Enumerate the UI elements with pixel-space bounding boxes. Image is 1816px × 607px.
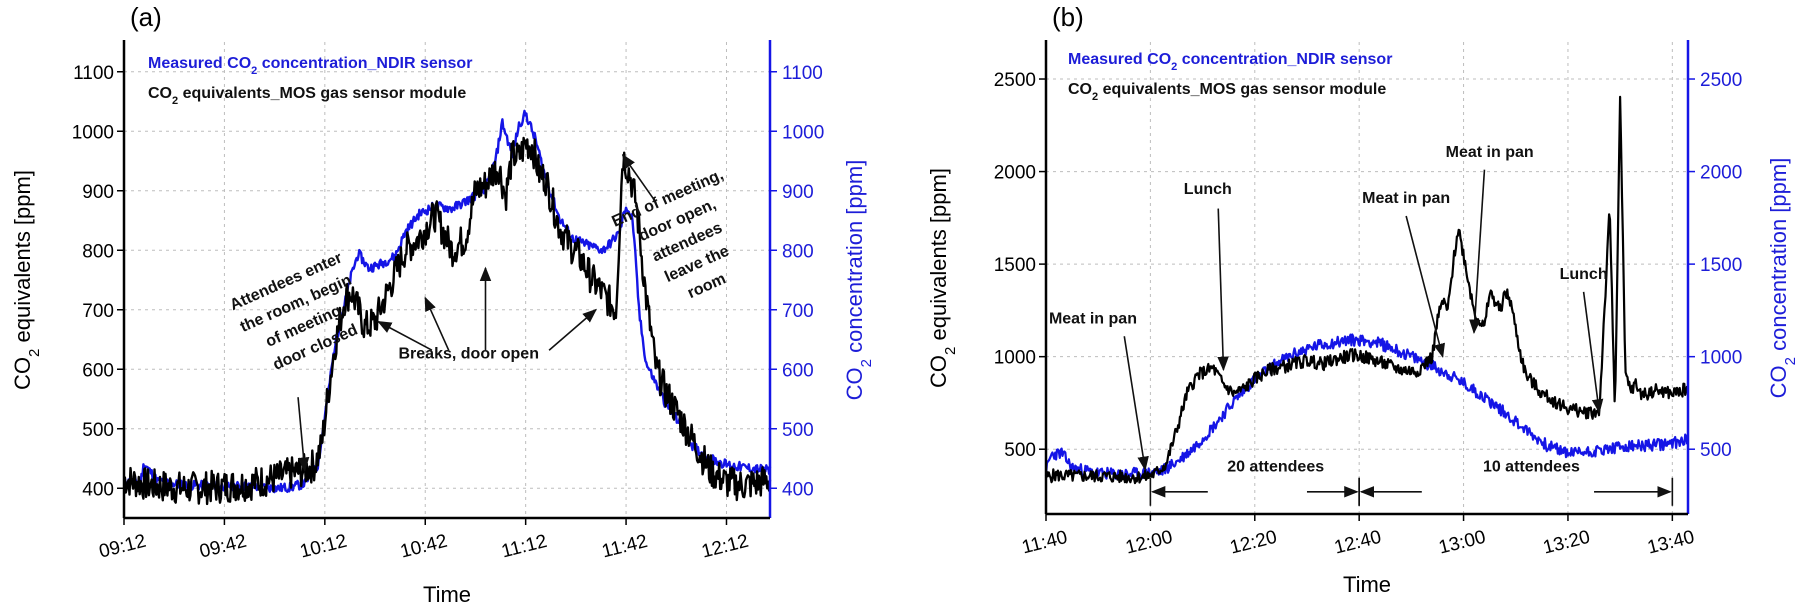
x-tick-label: 12:40	[1332, 527, 1383, 559]
y-axis-title-left: CO2 equivalents [ppm]	[926, 168, 959, 388]
series-line-mos	[122, 136, 772, 506]
y-tick-label-right: 2000	[1700, 163, 1742, 184]
y-tick-label-right: 2500	[1700, 70, 1742, 91]
y-tick-label-left: 900	[82, 182, 114, 203]
y-tick-label-right: 1000	[1700, 348, 1742, 369]
y-tick-label-right: 700	[782, 301, 814, 322]
legend-entry-mos: CO2 equivalents_MOS gas sensor module	[1068, 81, 1386, 103]
y-tick-label-right: 1500	[1700, 255, 1742, 276]
legend-entry-ndir: Measured CO2 concentration_NDIR sensor	[148, 55, 472, 77]
annotation-arrow	[1405, 215, 1446, 359]
series-line-ndir	[122, 109, 772, 494]
y-tick-label-right: 1000	[782, 122, 824, 143]
annotation-arrow	[377, 320, 433, 351]
y-tick-label-left: 400	[82, 479, 114, 500]
panel-label-a: (a)	[130, 2, 162, 32]
x-tick-label: 13:20	[1541, 527, 1592, 559]
annotation-label: Breaks, door open	[399, 346, 539, 363]
annotation-label: Meat in pan	[1446, 144, 1534, 161]
x-tick-label: 13:40	[1645, 527, 1696, 559]
y-tick-label-left: 1000	[72, 122, 114, 143]
y-tick-label-left: 500	[1004, 440, 1036, 461]
y-axis-title-right: CO2 concentration [ppm]	[1766, 158, 1799, 399]
annotation-arrow	[548, 308, 598, 351]
y-tick-label-left: 500	[82, 420, 114, 441]
y-tick-label-left: 1500	[994, 255, 1036, 276]
series-line-mos	[1044, 95, 1689, 485]
y-tick-label-right: 500	[782, 420, 814, 441]
y-tick-label-left: 1100	[73, 63, 114, 84]
y-tick-label-right: 800	[782, 241, 814, 262]
x-tick-label: 10:12	[298, 531, 349, 563]
x-tick-label: 12:20	[1228, 527, 1279, 559]
x-tick-label: 11:42	[600, 531, 650, 563]
annotation-label: Meat in pan	[1362, 190, 1450, 207]
chart-panel-a: 09:12 09:42 10:12 10:42 11:12 11:42 12:12 400 50…	[10, 40, 875, 607]
y-tick-label-left: 1000	[994, 348, 1036, 369]
y-tick-label-right: 1100	[782, 63, 823, 84]
annotation-arrow	[1469, 169, 1486, 335]
x-axis-title: Time	[423, 582, 471, 607]
x-tick-label: 09:12	[97, 531, 148, 563]
y-tick-label-right: 400	[782, 479, 814, 500]
annotation-label: 10 attendees	[1483, 458, 1580, 475]
y-tick-label-right: 500	[1700, 440, 1732, 461]
legend-entry-mos: CO2 equivalents_MOS gas sensor module	[148, 85, 466, 107]
y-tick-label-left: 700	[82, 301, 114, 322]
y-axis-title-right: CO2 concentration [ppm]	[842, 160, 875, 401]
grid	[123, 42, 770, 518]
y-tick-label-left: 600	[82, 360, 114, 381]
x-tick-label: 12:12	[700, 531, 751, 563]
x-axis-title: Time	[1343, 572, 1391, 597]
annotation-arrow	[1582, 291, 1604, 414]
x-tick-label: 11:12	[499, 531, 549, 563]
annotation-arrow	[621, 153, 657, 204]
y-tick-label-left: 800	[82, 241, 114, 262]
annotation-arrow	[297, 397, 310, 472]
chart-panel-b: 11:40 12:00 12:20 12:40 13:00 13:20 13:40 500 10…	[926, 40, 1799, 597]
x-tick-label: 09:42	[197, 531, 248, 563]
panel-label-b: (b)	[1052, 2, 1084, 32]
annotation-label: Attendees enterthe room, beginof meeting…	[227, 249, 374, 379]
annotation-label: Lunch	[1560, 266, 1608, 283]
y-axis-title-left: CO2 equivalents [ppm]	[10, 170, 43, 390]
annotation-label: Lunch	[1184, 181, 1232, 198]
annotation-arrow	[1123, 336, 1149, 471]
y-tick-label-right: 600	[782, 360, 814, 381]
x-tick-label: 10:42	[398, 531, 449, 563]
annotation-label: Meat in pan	[1049, 310, 1137, 327]
annotation-arrow	[1217, 208, 1229, 372]
legend-entry-ndir: Measured CO2 concentration_NDIR sensor	[1068, 51, 1392, 73]
x-tick-label: 11:40	[1020, 527, 1070, 559]
y-tick-label-left: 2500	[994, 70, 1036, 91]
x-tick-label: 13:00	[1437, 527, 1488, 559]
y-tick-label-left: 2000	[994, 163, 1036, 184]
x-tick-label: 12:00	[1123, 527, 1174, 559]
y-tick-label-right: 900	[782, 182, 814, 203]
annotation-arrow	[424, 296, 450, 351]
annotation-label: 20 attendees	[1227, 458, 1324, 475]
